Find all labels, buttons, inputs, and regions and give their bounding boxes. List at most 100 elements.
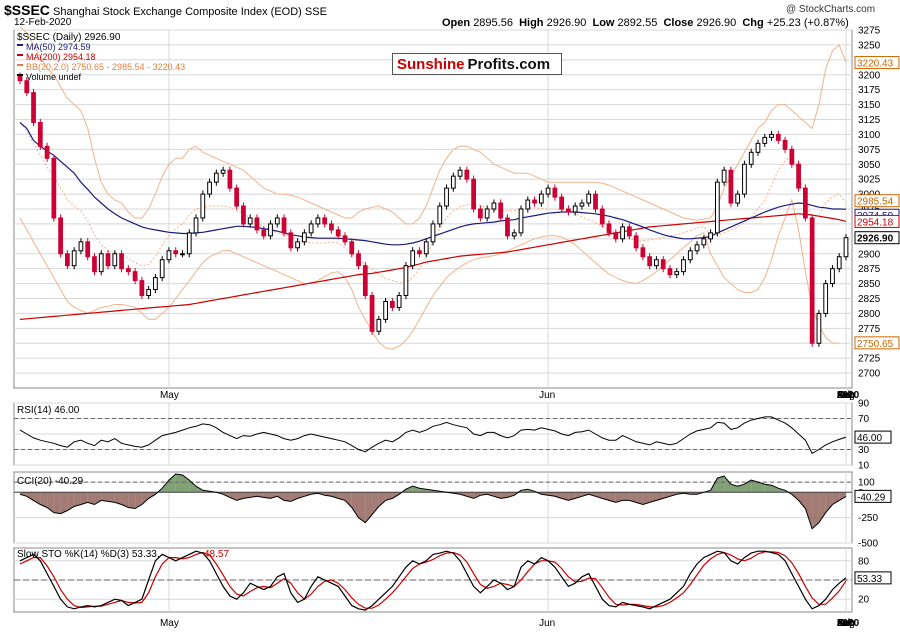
candle-body [105, 253, 111, 267]
candle-body [742, 163, 747, 195]
cci-fill [724, 476, 731, 493]
candle-body [362, 265, 368, 297]
low-value: 2892.55 [617, 17, 658, 29]
price-panel-tick-label: 3275 [858, 26, 881, 37]
cci-fill [609, 492, 616, 503]
candle-body [654, 259, 659, 267]
cci-fill [656, 492, 664, 501]
candle-body [241, 205, 246, 225]
price-x-label: May [160, 390, 179, 401]
chg-value: +25.23 (+0.87%) [766, 17, 849, 29]
cci-fill [378, 492, 386, 507]
cci-fill [507, 492, 515, 498]
cci-panel-tick-label: -250 [858, 513, 878, 524]
cci-fill [372, 492, 379, 515]
candle-body [92, 256, 97, 273]
candle-body [775, 133, 781, 141]
cci-fill [798, 492, 806, 509]
rsi-tag: 46.00 [857, 433, 882, 444]
cci-fill [101, 492, 109, 502]
cci-fill [229, 492, 237, 501]
price-panel-tick-label: 2850 [858, 279, 881, 290]
candle-body [444, 187, 449, 207]
legend-swatch [17, 54, 23, 56]
cci-fill [263, 492, 271, 499]
candle-body [301, 232, 307, 243]
cci-fill [114, 492, 122, 505]
candle-body [586, 193, 592, 204]
candle-body [450, 175, 456, 189]
credit: @ StockCharts.com [786, 4, 876, 15]
cci-fill [108, 492, 115, 503]
cci-fill [243, 492, 251, 499]
candle-body [396, 295, 402, 308]
candle-body [491, 202, 497, 210]
cci-fill [344, 492, 352, 508]
rsi-panel-tick-label: 10 [858, 461, 870, 472]
high-label: High [519, 17, 544, 29]
candle-body [701, 238, 707, 246]
price-panel-tick-label: 3100 [858, 130, 881, 141]
cci-panel-frame [13, 471, 853, 544]
cci-fill [757, 482, 765, 493]
candle-body [660, 259, 666, 270]
price-x-label: Aug [837, 390, 855, 401]
candle-body [471, 178, 476, 210]
candle-body [579, 202, 585, 207]
cci-fill [33, 492, 41, 505]
candle-body [505, 217, 510, 237]
cci-fill [26, 492, 34, 501]
candle-body [423, 241, 429, 255]
candle-body [714, 181, 720, 234]
price-panel-tick-label: 3200 [858, 70, 881, 81]
exchange: SSE [304, 6, 327, 18]
value-tag: 2926.90 [857, 234, 894, 245]
cci-fill [405, 486, 413, 493]
cci-fill [615, 492, 623, 503]
price-panel-tick-label: 2875 [858, 264, 881, 275]
candle-body [356, 253, 361, 267]
cci-fill [53, 492, 61, 514]
candle-body [437, 205, 443, 225]
price-panel-tick-label: 3250 [858, 40, 881, 51]
candle-body [559, 196, 565, 210]
candle-body [687, 250, 693, 261]
legend-swatch [17, 44, 23, 46]
sto-panel-tick-label: 20 [858, 595, 870, 606]
value-tag-box [854, 214, 900, 228]
value-tag-box [854, 231, 900, 245]
price-x-label: Dec [837, 390, 855, 401]
candle-body [755, 142, 761, 153]
cci-fill [771, 485, 779, 493]
cci-fill [94, 492, 102, 505]
cci-title: CCI(20) -40.29 [17, 476, 84, 487]
cci-fill [473, 492, 481, 499]
candle-body [71, 250, 77, 267]
rsi-line [19, 416, 847, 455]
price-panel-tick-label: 3175 [858, 85, 881, 96]
candle-body [721, 169, 727, 183]
price-panel-tick-label: 3025 [858, 175, 881, 186]
candle-body [511, 232, 517, 237]
cci-fill [358, 492, 366, 523]
candle-body [390, 300, 395, 308]
sto-x-label: Aug [837, 618, 855, 629]
candle-body [816, 312, 822, 344]
candle-body [342, 235, 348, 243]
symbol: $SSEC [4, 2, 50, 18]
cci-fill [121, 492, 129, 508]
candle-body [274, 217, 280, 225]
cci-fill [189, 480, 197, 493]
value-tag: 3220.43 [857, 59, 894, 70]
cci-fill [60, 492, 68, 514]
chg-label: Chg [742, 17, 764, 29]
candle-body [457, 169, 463, 177]
cci-fill [805, 492, 813, 529]
legend-entry: MA(50) 2974.59 [26, 42, 91, 52]
sto-x-label: Jun [539, 618, 555, 629]
price-title: $SSEC (Daily) 2926.90 [17, 32, 121, 43]
cci-fill [40, 492, 48, 508]
candle-body [254, 217, 260, 231]
sto-x-label: Dec [837, 618, 855, 629]
